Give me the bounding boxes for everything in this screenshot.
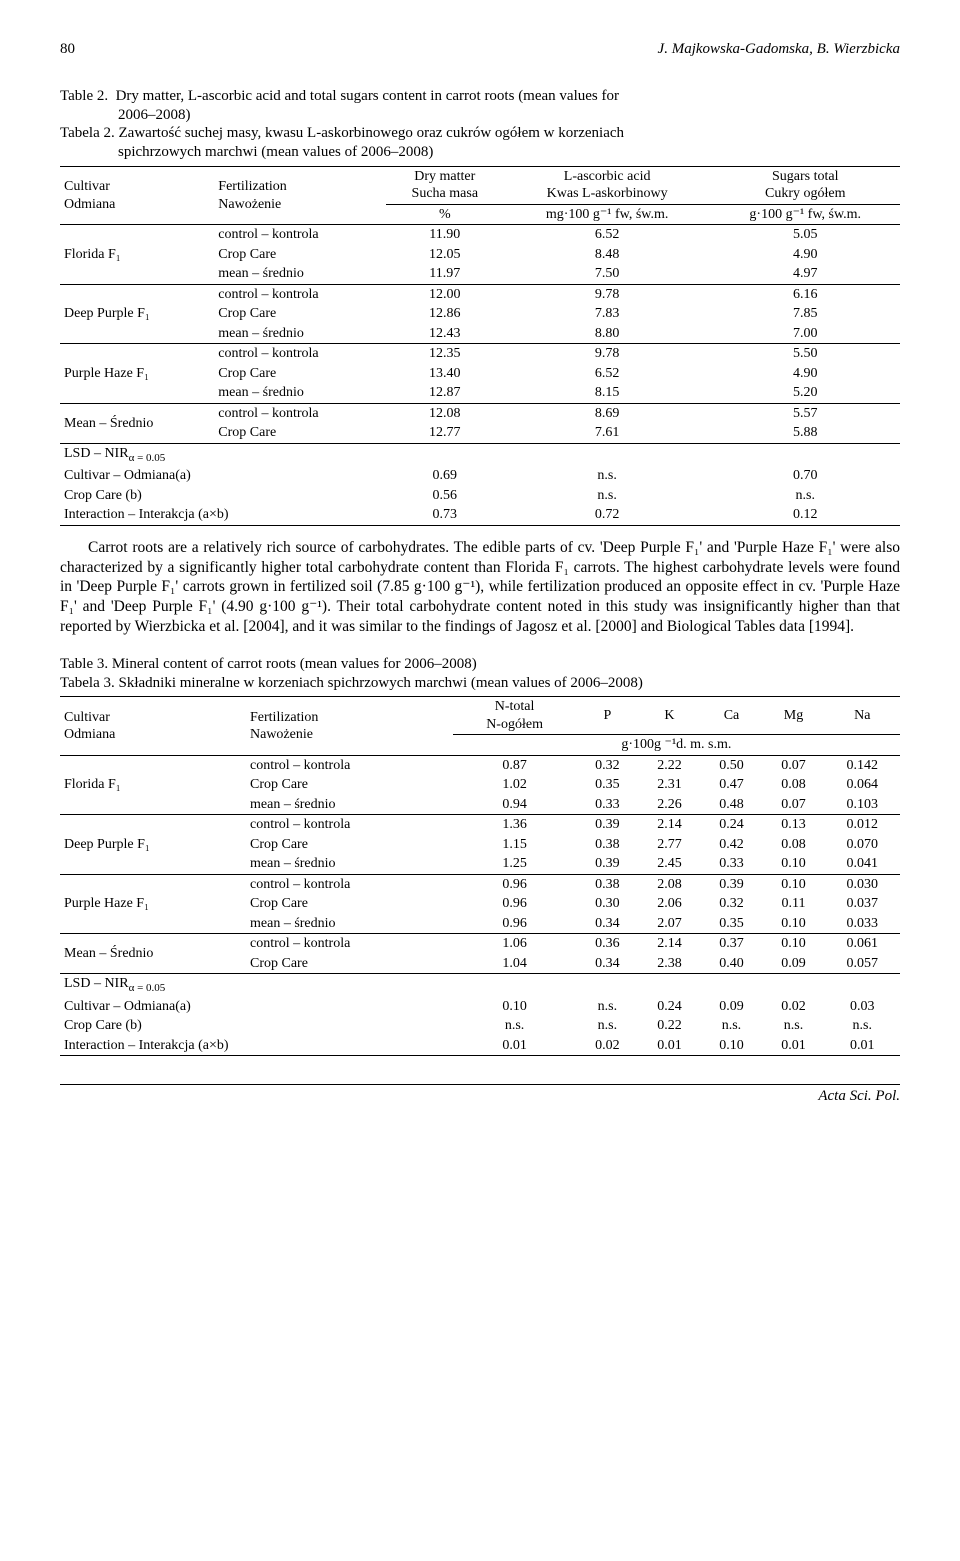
page-number: 80 <box>60 40 75 59</box>
table2-caption-pl: Tabela 2. Zawartość suchej masy, kwasu L… <box>60 125 624 141</box>
table2-caption: Table 2. Dry matter, L-ascorbic acid and… <box>60 87 900 162</box>
table2-caption-en2: 2006–2008) <box>60 106 900 125</box>
table3: CultivarOdmianaFertilizationNawożenieN-t… <box>60 696 900 1056</box>
footer-journal: Acta Sci. Pol. <box>60 1084 900 1106</box>
table3-caption-pl: Tabela 3. Składniki mineralne w korzenia… <box>60 675 643 691</box>
table2: CultivarOdmianaFertilizationNawożenieDry… <box>60 166 900 526</box>
table2-caption-pl2: spichrzowych marchwi (mean values of 200… <box>60 143 900 162</box>
running-header: 80 J. Majkowska-Gadomska, B. Wierzbicka <box>60 40 900 59</box>
table3-caption-en: Table 3. Mineral content of carrot roots… <box>60 656 477 672</box>
authors: J. Majkowska-Gadomska, B. Wierzbicka <box>658 40 900 59</box>
table2-caption-en: Table 2. Dry matter, L-ascorbic acid and… <box>60 88 619 104</box>
body-paragraph: Carrot roots are a relatively rich sourc… <box>60 538 900 637</box>
table3-caption: Table 3. Mineral content of carrot roots… <box>60 655 900 693</box>
